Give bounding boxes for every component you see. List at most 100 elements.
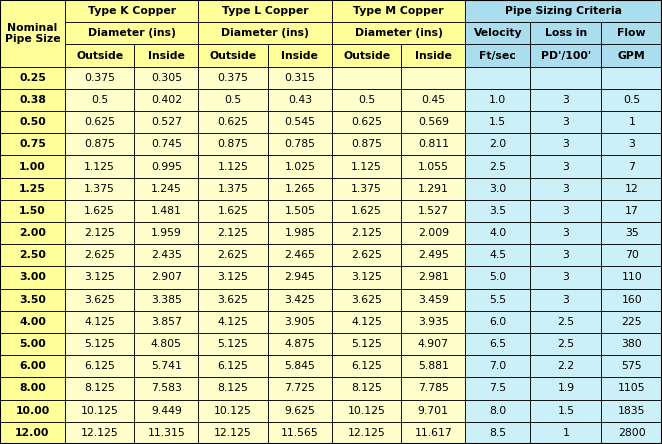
Bar xyxy=(465,133,530,155)
Text: 5.845: 5.845 xyxy=(285,361,315,371)
Text: 1.245: 1.245 xyxy=(151,184,182,194)
Bar xyxy=(65,289,134,311)
Bar xyxy=(332,377,401,400)
Text: Pipe Sizing Criteria: Pipe Sizing Criteria xyxy=(505,6,622,16)
Bar xyxy=(199,155,268,178)
Bar xyxy=(602,44,662,67)
Text: 225: 225 xyxy=(622,317,642,327)
Text: Outside: Outside xyxy=(76,51,123,60)
Text: 0.811: 0.811 xyxy=(418,139,449,149)
Bar xyxy=(0,155,65,178)
Text: Velocity: Velocity xyxy=(473,28,522,38)
Bar xyxy=(65,222,134,244)
Text: 11.315: 11.315 xyxy=(148,428,185,438)
Text: 1.375: 1.375 xyxy=(218,184,248,194)
Text: 8.125: 8.125 xyxy=(351,384,382,393)
Text: 2.495: 2.495 xyxy=(418,250,449,260)
Bar xyxy=(199,311,268,333)
Text: 0.38: 0.38 xyxy=(19,95,46,105)
Text: 11.565: 11.565 xyxy=(281,428,318,438)
Text: 0.43: 0.43 xyxy=(288,95,312,105)
Bar xyxy=(65,0,199,22)
Bar xyxy=(199,422,268,444)
Bar xyxy=(134,44,199,67)
Text: GPM: GPM xyxy=(618,51,645,60)
Bar xyxy=(268,244,332,266)
Text: 3.625: 3.625 xyxy=(351,295,382,305)
Bar xyxy=(401,377,465,400)
Bar xyxy=(268,155,332,178)
Bar xyxy=(199,244,268,266)
Text: Type L Copper: Type L Copper xyxy=(222,6,308,16)
Bar xyxy=(65,178,134,200)
Bar xyxy=(65,111,134,133)
Text: 2.50: 2.50 xyxy=(19,250,46,260)
Bar xyxy=(199,222,268,244)
Bar xyxy=(602,111,662,133)
Bar xyxy=(465,22,530,44)
Text: 3: 3 xyxy=(563,162,569,171)
Text: 3: 3 xyxy=(563,139,569,149)
Bar xyxy=(401,67,465,89)
Text: 10.125: 10.125 xyxy=(214,406,252,416)
Bar xyxy=(332,222,401,244)
Bar xyxy=(134,400,199,422)
Bar xyxy=(199,377,268,400)
Bar xyxy=(332,289,401,311)
Bar xyxy=(530,200,602,222)
Bar xyxy=(332,400,401,422)
Text: 1.625: 1.625 xyxy=(351,206,382,216)
Text: 8.00: 8.00 xyxy=(19,384,46,393)
Text: 0.545: 0.545 xyxy=(285,117,315,127)
Bar xyxy=(332,0,465,22)
Text: 6.5: 6.5 xyxy=(489,339,506,349)
Bar xyxy=(530,266,602,289)
Bar xyxy=(65,200,134,222)
Text: 5.0: 5.0 xyxy=(489,273,506,282)
Bar xyxy=(602,422,662,444)
Text: 8.125: 8.125 xyxy=(218,384,248,393)
Text: Nominal
Pipe Size: Nominal Pipe Size xyxy=(5,23,60,44)
Text: 4.00: 4.00 xyxy=(19,317,46,327)
Text: Ft/sec: Ft/sec xyxy=(479,51,516,60)
Text: 2.125: 2.125 xyxy=(351,228,382,238)
Text: 1.125: 1.125 xyxy=(351,162,382,171)
Text: 7.725: 7.725 xyxy=(285,384,315,393)
Bar xyxy=(465,67,530,89)
Bar xyxy=(0,67,65,89)
Bar xyxy=(0,311,65,333)
Text: 1.625: 1.625 xyxy=(84,206,115,216)
Bar xyxy=(268,44,332,67)
Bar xyxy=(65,333,134,355)
Bar xyxy=(401,266,465,289)
Bar xyxy=(530,244,602,266)
Bar xyxy=(401,111,465,133)
Text: 0.569: 0.569 xyxy=(418,117,449,127)
Bar xyxy=(65,266,134,289)
Bar xyxy=(602,200,662,222)
Bar xyxy=(465,222,530,244)
Text: 3.425: 3.425 xyxy=(285,295,315,305)
Text: 2800: 2800 xyxy=(618,428,645,438)
Text: 1105: 1105 xyxy=(618,384,645,393)
Text: PD'/100': PD'/100' xyxy=(541,51,591,60)
Text: 7.0: 7.0 xyxy=(489,361,506,371)
Bar xyxy=(65,44,134,67)
Text: 2.625: 2.625 xyxy=(218,250,248,260)
Bar xyxy=(65,67,134,89)
Text: 3.905: 3.905 xyxy=(285,317,315,327)
Bar xyxy=(602,311,662,333)
Text: 160: 160 xyxy=(622,295,642,305)
Text: 3.5: 3.5 xyxy=(489,206,506,216)
Text: 3.625: 3.625 xyxy=(84,295,115,305)
Text: 5.741: 5.741 xyxy=(151,361,182,371)
Text: 4.5: 4.5 xyxy=(489,250,506,260)
Bar xyxy=(199,0,332,22)
Bar xyxy=(530,178,602,200)
Text: 6.0: 6.0 xyxy=(489,317,506,327)
Bar xyxy=(65,244,134,266)
Text: 1.291: 1.291 xyxy=(418,184,449,194)
Bar xyxy=(199,289,268,311)
Text: 3: 3 xyxy=(563,95,569,105)
Bar xyxy=(134,222,199,244)
